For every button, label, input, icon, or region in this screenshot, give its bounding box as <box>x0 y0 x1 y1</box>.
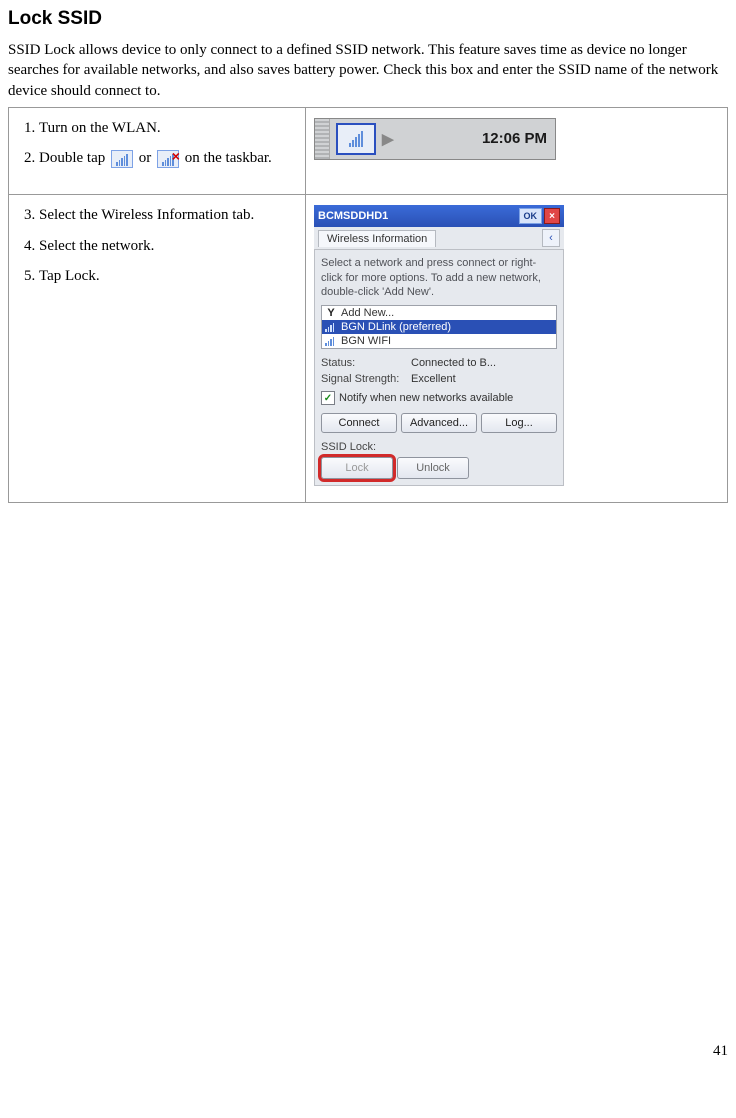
step-2-text-b: or <box>139 150 155 166</box>
list-item[interactable]: BGN WIFI <box>322 334 556 348</box>
signal-label: Signal Strength: <box>321 373 411 385</box>
log-button[interactable]: Log... <box>481 413 557 433</box>
row2-image: BCMSDDHD1 OK × Wireless Information ‹ Se… <box>306 195 728 503</box>
list-item-selected[interactable]: BGN DLink (preferred) <box>322 320 556 334</box>
list-item-label: Add New... <box>341 307 394 319</box>
dialog-title: BCMSDDHD1 <box>318 210 519 222</box>
advanced-button[interactable]: Advanced... <box>401 413 477 433</box>
list-item-label: BGN WIFI <box>341 335 391 347</box>
section-title: Lock SSID <box>8 8 728 30</box>
wireless-dialog: BCMSDDHD1 OK × Wireless Information ‹ Se… <box>314 205 564 486</box>
taskbar-mock: ▶ 12:06 PM <box>314 118 556 160</box>
taskbar-wlan-icon[interactable] <box>336 123 376 155</box>
network-list[interactable]: Y Add New... BGN DLink (preferred) BGN W… <box>321 305 557 349</box>
row1-instructions: Turn on the WLAN. Double tap or × on the… <box>9 107 306 195</box>
notify-label: Notify when new networks available <box>339 392 513 404</box>
taskbar-separator: ▶ <box>382 130 394 148</box>
tab-wireless-info[interactable]: Wireless Information <box>318 230 436 247</box>
ssid-lock-label: SSID Lock: <box>321 441 557 453</box>
list-item-label: BGN DLink (preferred) <box>341 321 451 333</box>
tab-scroll-right[interactable]: ‹ <box>542 229 560 247</box>
signal-icon <box>325 336 337 346</box>
antenna-icon: Y <box>325 307 337 319</box>
dialog-titlebar: BCMSDDHD1 OK × <box>314 205 564 227</box>
signal-value: Excellent <box>411 373 557 385</box>
row1-image: ▶ 12:06 PM <box>306 107 728 195</box>
close-button[interactable]: × <box>544 208 560 224</box>
notify-checkbox[interactable]: ✓ <box>321 391 335 405</box>
status-label: Status: <box>321 357 411 369</box>
step-1: Turn on the WLAN. <box>39 118 297 138</box>
dialog-tab-row: Wireless Information ‹ <box>314 227 564 250</box>
step-2-text-a: Double tap <box>39 150 109 166</box>
wlan-on-icon <box>111 150 133 168</box>
dialog-body: Select a network and press connect or ri… <box>314 250 564 486</box>
unlock-button[interactable]: Unlock <box>397 457 469 479</box>
wlan-off-icon: × <box>157 150 179 168</box>
lock-button[interactable]: Lock <box>321 457 393 479</box>
dialog-help-text: Select a network and press connect or ri… <box>321 256 557 299</box>
row2-instructions: Select the Wireless Information tab. Sel… <box>9 195 306 503</box>
steps-table: Turn on the WLAN. Double tap or × on the… <box>8 107 728 503</box>
step-3: Select the Wireless Information tab. <box>39 205 297 225</box>
signal-icon <box>325 322 337 332</box>
status-value: Connected to B... <box>411 357 557 369</box>
step-2: Double tap or × on the taskbar. <box>39 148 297 168</box>
ok-button[interactable]: OK <box>519 208 543 224</box>
taskbar-clock: 12:06 PM <box>482 130 547 147</box>
step-4: Select the network. <box>39 236 297 256</box>
connect-button[interactable]: Connect <box>321 413 397 433</box>
step-5: Tap Lock. <box>39 266 297 286</box>
step-2-text-c: on the taskbar. <box>185 150 272 166</box>
list-item-add-new[interactable]: Y Add New... <box>322 306 556 320</box>
section-intro: SSID Lock allows device to only connect … <box>8 40 728 101</box>
taskbar-grip <box>315 119 330 159</box>
page-number: 41 <box>8 1043 728 1060</box>
